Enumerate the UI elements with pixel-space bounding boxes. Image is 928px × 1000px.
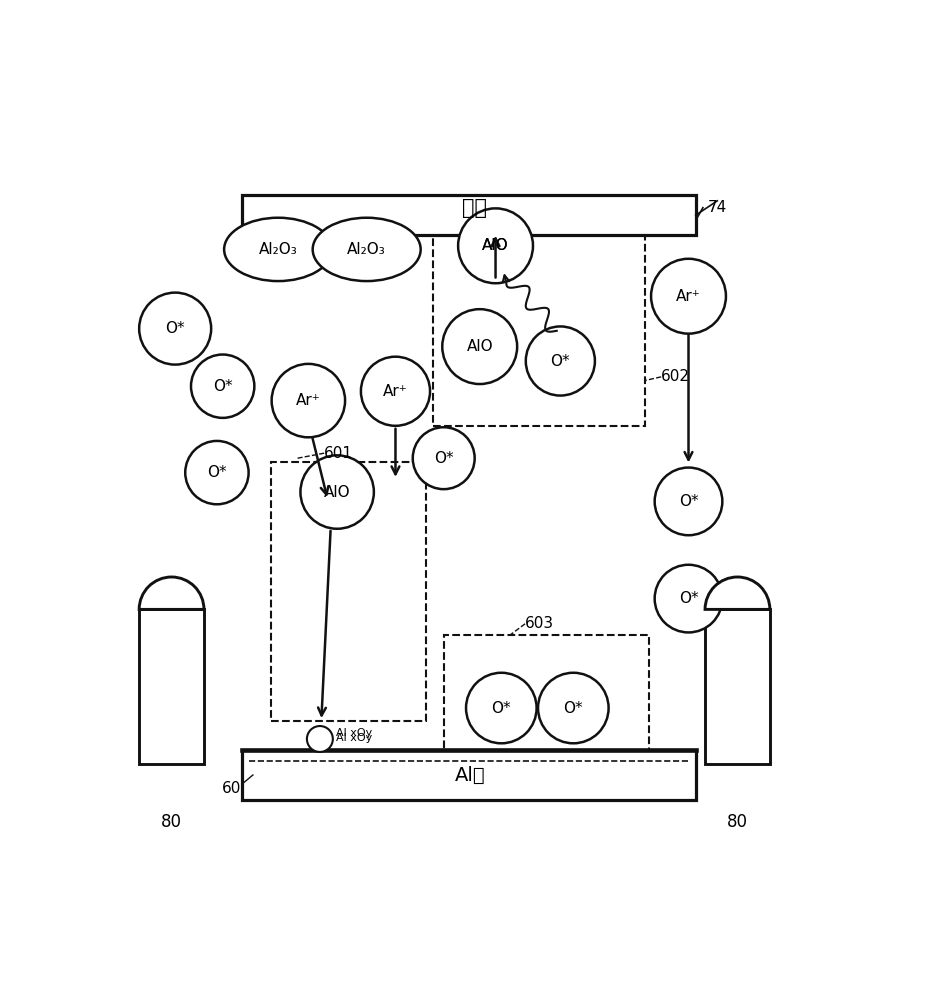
Text: O*: O* (213, 379, 232, 394)
FancyBboxPatch shape (242, 750, 695, 800)
Text: O*: O* (207, 465, 226, 480)
Text: O*: O* (433, 451, 453, 466)
Text: 602: 602 (661, 369, 690, 384)
Text: Al靿: Al靿 (455, 766, 485, 785)
Text: 基板: 基板 (461, 198, 486, 218)
Text: AlO: AlO (324, 485, 350, 500)
Text: 74: 74 (707, 200, 727, 215)
Text: Ar⁺: Ar⁺ (296, 393, 320, 408)
Text: Ar⁺: Ar⁺ (676, 289, 700, 304)
Text: AlO: AlO (482, 238, 509, 253)
Text: AlO: AlO (466, 339, 493, 354)
Text: O*: O* (165, 321, 185, 336)
Circle shape (458, 208, 533, 283)
Text: 603: 603 (524, 616, 554, 631)
Text: O*: O* (550, 354, 570, 369)
Circle shape (537, 673, 608, 743)
Text: Ar⁺: Ar⁺ (382, 384, 407, 399)
Text: O*: O* (563, 701, 583, 716)
Circle shape (412, 427, 474, 489)
Text: 601: 601 (324, 446, 353, 461)
Circle shape (525, 326, 594, 396)
Text: AlO: AlO (482, 238, 509, 253)
Circle shape (300, 455, 373, 529)
Circle shape (139, 293, 211, 365)
Circle shape (651, 259, 725, 334)
Circle shape (271, 364, 344, 437)
Text: O*: O* (491, 701, 510, 716)
Circle shape (185, 441, 249, 504)
Circle shape (191, 355, 254, 418)
Circle shape (466, 673, 536, 743)
FancyBboxPatch shape (704, 609, 769, 764)
Text: O*: O* (678, 494, 698, 509)
Wedge shape (704, 577, 769, 609)
Circle shape (654, 468, 722, 535)
Circle shape (442, 309, 517, 384)
Ellipse shape (313, 218, 420, 281)
FancyBboxPatch shape (242, 195, 695, 235)
Text: 80: 80 (727, 813, 747, 831)
Text: Al₂O₃: Al₂O₃ (259, 242, 297, 257)
Text: 60: 60 (222, 781, 241, 796)
FancyBboxPatch shape (139, 609, 204, 764)
Ellipse shape (224, 218, 332, 281)
Circle shape (306, 726, 332, 752)
Text: Al xOy: Al xOy (335, 733, 371, 743)
Text: Al xOy: Al xOy (335, 728, 371, 738)
Text: O*: O* (678, 591, 698, 606)
Text: 80: 80 (161, 813, 182, 831)
Wedge shape (139, 577, 204, 609)
Circle shape (654, 565, 722, 632)
Circle shape (360, 357, 430, 426)
Text: Al₂O₃: Al₂O₃ (347, 242, 386, 257)
